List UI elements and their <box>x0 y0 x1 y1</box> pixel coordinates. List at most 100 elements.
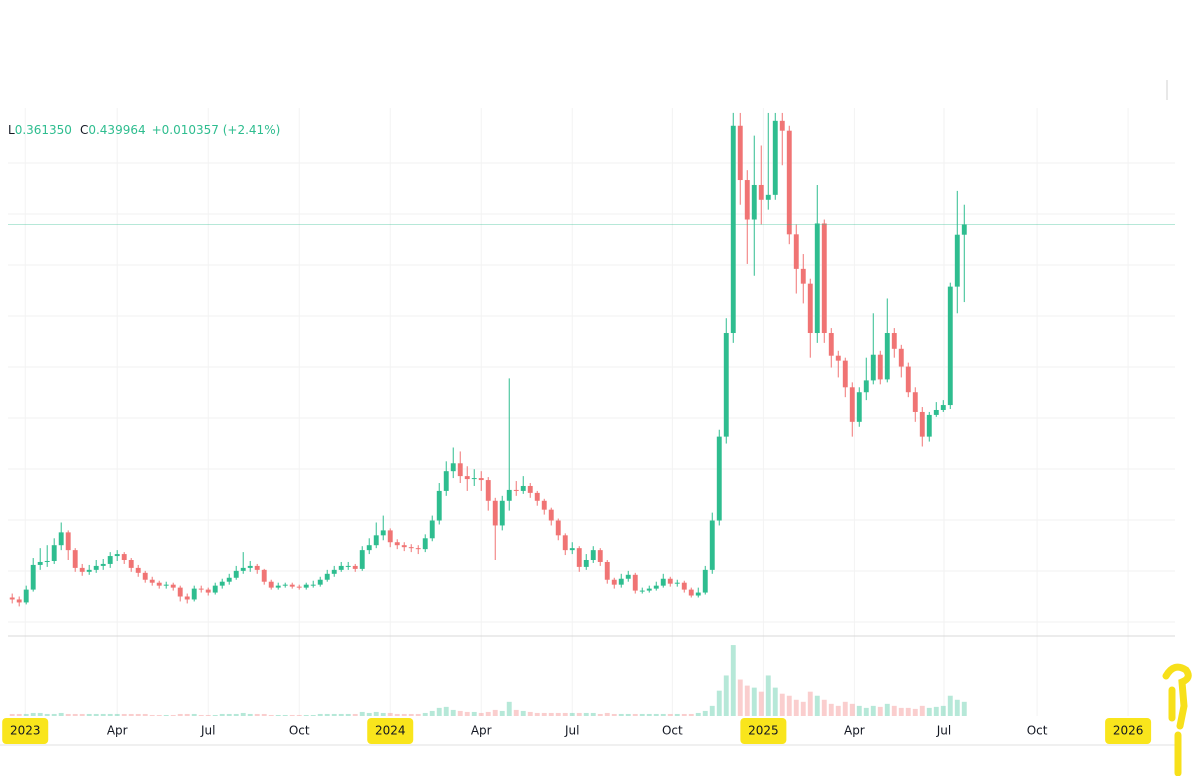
candle-body <box>478 478 484 481</box>
volume-bar <box>541 712 547 716</box>
volume-bar <box>289 714 295 716</box>
candle-body <box>716 436 722 521</box>
candle-body <box>674 582 680 584</box>
candle-body <box>464 476 470 480</box>
volume-bar <box>842 701 848 716</box>
volume-bar <box>450 709 456 716</box>
candle-body <box>100 563 106 566</box>
candle-body <box>814 223 820 334</box>
volume-bar <box>800 701 806 716</box>
candle-body <box>506 489 512 501</box>
volume-bar <box>317 713 323 716</box>
volume-bar <box>961 701 967 716</box>
candle-body <box>835 355 841 361</box>
volume-bar <box>170 714 176 716</box>
candle-body <box>919 411 925 437</box>
year-highlight <box>1105 718 1152 744</box>
x-tick-label: Oct <box>289 724 310 738</box>
x-tick-label: 2024 <box>375 724 406 738</box>
candle-body <box>233 570 239 578</box>
candle-body <box>177 587 183 597</box>
low-label: L <box>8 123 15 137</box>
volume-bar <box>394 713 400 716</box>
volume-bar <box>247 713 253 716</box>
candle-body <box>527 485 533 493</box>
candle-body <box>828 333 834 356</box>
candle-body <box>422 538 428 550</box>
volume-bar <box>737 679 743 716</box>
candle-body <box>114 554 120 557</box>
volume-bar <box>716 690 722 716</box>
volume-bar <box>835 705 841 716</box>
volume-bar <box>632 713 638 716</box>
volume-bar <box>933 706 939 716</box>
candle-body <box>366 545 372 551</box>
volume-bar <box>93 713 99 716</box>
volume-bar <box>562 712 568 716</box>
volume-bar <box>177 713 183 716</box>
volume-bar <box>107 713 113 716</box>
volume-bar <box>779 693 785 716</box>
candle-body <box>212 585 218 593</box>
volume-bar <box>618 713 624 716</box>
candle-body <box>562 535 568 551</box>
candle-body <box>730 125 736 334</box>
candle-body <box>380 530 386 536</box>
candle-body <box>401 545 407 548</box>
volume-bar <box>723 675 729 716</box>
grid <box>8 108 1175 716</box>
volume-bar <box>464 711 470 716</box>
candle-body <box>58 532 64 546</box>
volume-bar <box>184 713 190 716</box>
candle-body <box>296 586 302 588</box>
candle-body <box>163 584 169 586</box>
volume-bar <box>891 705 897 716</box>
volume-bar <box>191 713 197 716</box>
volume-bar <box>58 712 64 716</box>
candle-body <box>338 565 344 570</box>
volume-bar <box>401 713 407 716</box>
volume-bar <box>198 714 204 716</box>
volume-bar <box>128 713 134 716</box>
volume-bar <box>870 705 876 716</box>
candle-body <box>548 509 554 521</box>
candle-body <box>940 405 946 410</box>
candle-body <box>667 578 673 584</box>
volume-bar <box>233 713 239 716</box>
candle-body <box>695 592 701 596</box>
candle-body <box>926 414 932 437</box>
candle-body <box>786 130 792 235</box>
candle-body <box>653 585 659 589</box>
volume-bar <box>135 713 141 716</box>
candle-body <box>793 234 799 269</box>
candle-body <box>912 392 918 412</box>
volume-bar <box>492 709 498 716</box>
year-highlight <box>740 718 787 744</box>
candle-body <box>156 582 162 586</box>
candle-body <box>632 574 638 591</box>
volume-bar <box>44 713 50 716</box>
volume-bar <box>51 713 57 716</box>
volume-bar <box>415 713 421 716</box>
year-highlight <box>2 718 49 744</box>
candle-body <box>79 567 85 572</box>
candle-body <box>240 567 246 571</box>
candle-body <box>744 180 750 220</box>
x-tick-label: Apr <box>471 724 492 738</box>
volume-bar <box>282 714 288 716</box>
volume-bar <box>219 713 225 716</box>
volume-bar <box>65 713 71 716</box>
candle-body <box>660 578 666 586</box>
volume-bar <box>660 713 666 716</box>
volume-bar <box>212 714 218 716</box>
candle-body <box>310 584 316 586</box>
candle-body <box>723 333 729 437</box>
candle-body <box>618 578 624 585</box>
candle-body <box>93 565 99 570</box>
volume-bar <box>16 713 22 716</box>
x-tick-label: Jul <box>200 724 215 738</box>
volume-bar <box>37 712 43 716</box>
x-tick-label: 2025 <box>748 724 779 738</box>
candle-body <box>751 184 757 220</box>
